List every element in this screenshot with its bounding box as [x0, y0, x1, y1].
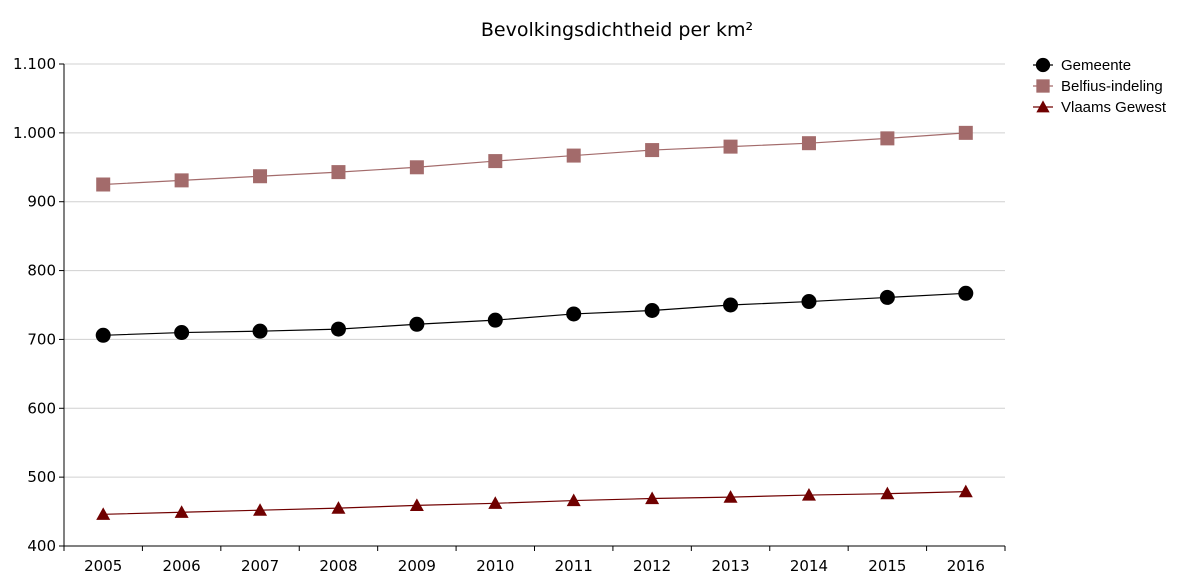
legend-marker [1035, 57, 1051, 73]
data-point: 2005: 925 [96, 177, 111, 192]
data-point: 2007: 712 [252, 323, 268, 339]
x-tick-label: 2015 [868, 557, 906, 574]
data-point: 2006: 710 [174, 325, 190, 341]
x-tick-label: 2011 [555, 557, 593, 574]
legend-label: Belfius-indeling [1061, 78, 1163, 95]
axes [63, 64, 1005, 547]
grid-lines [64, 63, 1005, 478]
data-point: 2008: 715 [330, 321, 346, 337]
series-gemeente: 2005: 706 2006: 710 2007: 712 2008: 715 2009… [95, 285, 974, 343]
data-point: 2009: 722 [409, 316, 425, 332]
series-line [103, 132, 966, 186]
data-point: 2008: 455 [331, 501, 346, 514]
data-point: 2009: 459 [409, 498, 424, 511]
x-axis-ticks: 2005 2006 2007 2008 2009 2010 2011 2012 2013 2014… [63, 546, 1006, 574]
y-tick-label: 1.000 [13, 124, 56, 142]
data-point: 2016: 479 [958, 484, 973, 498]
data-point: 2015: 761 [879, 289, 895, 305]
data-point: 2015: 992 [880, 131, 895, 146]
legend: Gemeente Belfius-indeling Vlaams Gewest [1033, 57, 1167, 116]
y-tick-label: 900 [27, 193, 56, 211]
x-tick-label: 2007 [241, 557, 279, 574]
y-tick-label: 700 [27, 330, 56, 348]
series-vlaams-gewest: 2005: 446 2006: 449 2007: 452 2008: 455 2009… [96, 484, 973, 520]
data-point: 2012: 469 [645, 491, 660, 505]
y-tick-label: 600 [27, 399, 56, 417]
x-tick-label: 2013 [711, 557, 749, 574]
data-point: 2011: 967 [566, 148, 581, 163]
data-point: 2006: 931 [174, 173, 189, 188]
data-point: 2006: 449 [174, 505, 189, 518]
x-tick-label: 2012 [633, 557, 671, 574]
data-point: 2016: 1000 [958, 125, 973, 140]
data-point: 2012: 742 [644, 303, 660, 319]
x-tick-label: 2016 [947, 557, 985, 574]
x-tick-label: 2009 [398, 557, 436, 574]
data-point: 2009: 950 [409, 160, 424, 175]
data-point: 2016: 767 [958, 285, 974, 301]
data-point: 2013: 980 [723, 139, 738, 154]
data-point: 2007: 452 [253, 503, 268, 516]
data-point: 2010: 959 [488, 154, 503, 169]
x-tick-label: 2005 [84, 557, 122, 574]
y-tick-label: 800 [27, 262, 56, 280]
data-point: 2011: 466 [566, 493, 581, 507]
data-point: 2007: 937 [253, 169, 268, 184]
x-tick-label: 2006 [163, 557, 201, 574]
series-belfius-indeling: 2005: 925 2006: 931 2007: 937 2008: 943 2009… [96, 125, 973, 192]
data-point: 2005: 446 [96, 507, 111, 520]
x-tick-label: 2014 [790, 557, 828, 574]
data-point: 2013: 750 [723, 297, 739, 313]
legend-label: Vlaams Gewest [1061, 99, 1167, 116]
legend-item: Gemeente [1033, 57, 1131, 74]
y-tick-label: 500 [27, 468, 56, 486]
series-line [103, 292, 966, 336]
legend-marker [1036, 79, 1050, 93]
x-tick-label: 2010 [476, 557, 514, 574]
data-point: 2014: 985 [801, 136, 816, 151]
legend-marker [1036, 100, 1050, 113]
legend-item: Belfius-indeling [1033, 78, 1163, 95]
legend-item: Vlaams Gewest [1033, 99, 1167, 116]
data-point: 2008: 943 [331, 165, 346, 180]
y-tick-label: 1.100 [13, 55, 56, 73]
series-line [103, 491, 966, 515]
y-tick-label: 400 [27, 537, 56, 555]
y-axis-ticks: 400 500 600 700 800 900 1.000 1.100 [13, 55, 64, 555]
data-point: 2013: 471 [723, 490, 738, 503]
chart-title: Bevolkingsdichtheid per km² [481, 19, 753, 41]
data-point: 2014: 755 [801, 294, 817, 310]
x-tick-label: 2008 [319, 557, 357, 574]
data-point: 2005: 706 [95, 327, 111, 343]
series-group: 2005: 706 2006: 710 2007: 712 2008: 715 2009… [95, 125, 974, 520]
data-point: 2014: 474 [801, 488, 816, 501]
data-point: 2010: 462 [488, 496, 503, 509]
data-point: 2012: 975 [645, 143, 660, 158]
data-point: 2015: 476 [880, 486, 895, 500]
data-point: 2011: 737 [566, 306, 582, 322]
legend-label: Gemeente [1061, 57, 1131, 74]
data-point: 2010: 728 [487, 312, 503, 328]
